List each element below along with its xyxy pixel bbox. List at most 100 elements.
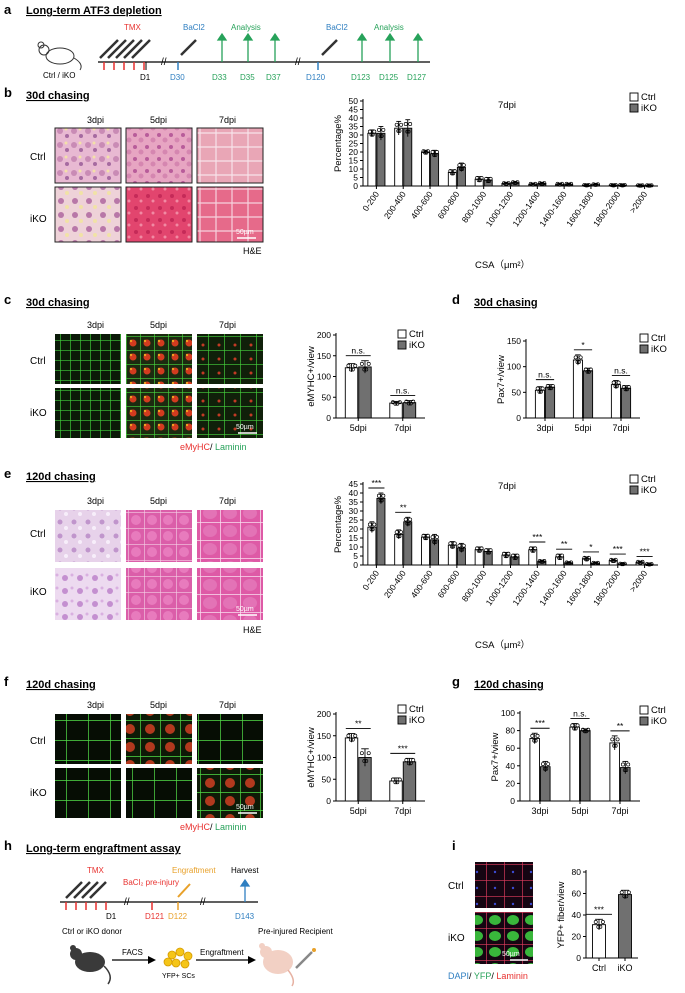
micrograph-he-iko-5dpi — [126, 568, 192, 620]
micrograph-if-iko-5dpi — [126, 768, 192, 818]
data-point — [485, 179, 490, 184]
significance-label: *** — [613, 544, 624, 554]
micrograph-if-ctrl-7dpi — [197, 714, 263, 764]
y-tick-label: 0 — [353, 181, 358, 191]
panel-g: g 120d chasing — [452, 674, 544, 691]
row-label-iko: iKO — [448, 933, 465, 944]
legend-label: iKO — [409, 340, 425, 351]
legend-swatch — [639, 705, 649, 715]
data-point — [584, 183, 588, 188]
data-point — [572, 726, 577, 731]
panel-letter-i: i — [452, 838, 456, 853]
y-axis-label: Pax7+/view — [490, 732, 501, 781]
y-tick-label: 200 — [317, 330, 331, 340]
data-point — [576, 360, 581, 364]
stain-red: Laminin — [496, 971, 528, 981]
micrograph-he-ctrl-5dpi — [125, 127, 193, 184]
data-point — [610, 559, 615, 564]
significance-label: n.s. — [614, 366, 628, 376]
data-point — [406, 129, 411, 134]
micrograph-if-ctrl-7dpi — [197, 334, 263, 384]
data-point — [370, 527, 375, 532]
data-point — [364, 367, 369, 372]
bar — [583, 370, 594, 419]
syringe-icon-recipient — [295, 951, 313, 969]
bar — [376, 497, 386, 566]
data-point — [406, 521, 411, 526]
x-tick-label: 800-1000 — [460, 568, 489, 603]
data-point — [573, 726, 578, 731]
data-point — [423, 536, 428, 541]
panel-a: a Long-term ATF3 depletion Ctrl / iKO TM… — [4, 2, 430, 82]
data-point — [583, 367, 588, 372]
data-point — [408, 517, 413, 522]
day-label-d30: D30 — [170, 73, 185, 82]
arrow-facs-head — [148, 956, 156, 964]
data-point — [452, 169, 457, 174]
data-point — [350, 737, 355, 742]
data-point — [612, 183, 617, 188]
data-point — [646, 183, 651, 188]
data-point — [397, 128, 402, 133]
significance-label: n.s. — [396, 386, 410, 396]
cells-label: YFP+ SCs — [162, 973, 195, 980]
analysis-arrows-2 — [356, 32, 424, 62]
data-point — [598, 924, 603, 929]
panel-e-title: 120d chasing — [26, 471, 96, 483]
data-point — [594, 182, 599, 187]
data-point — [488, 548, 493, 553]
data-point — [550, 383, 555, 388]
data-point — [430, 150, 435, 154]
data-point — [566, 561, 571, 566]
stain-sep: / — [210, 442, 215, 452]
col-label-5dpi: 5dpi — [150, 700, 167, 710]
x-tick-label: 3dpi — [531, 806, 548, 816]
data-point — [557, 556, 562, 560]
y-tick-label: 5 — [353, 551, 358, 561]
scale-bar-label: 50µm — [236, 229, 254, 236]
x-tick-label: 400-600 — [409, 189, 435, 221]
data-point — [457, 163, 462, 168]
bar — [569, 726, 580, 802]
y-tick-label: 40 — [572, 910, 582, 920]
micrograph-if-iko-5dpi — [126, 388, 192, 438]
col-label-3dpi: 3dpi — [87, 496, 104, 506]
data-point — [619, 890, 624, 895]
panel-letter-h: h — [4, 838, 12, 853]
data-point — [485, 550, 490, 555]
data-point — [573, 355, 578, 360]
panel-c-title: 30d chasing — [26, 297, 90, 309]
col-label-3dpi: 3dpi — [87, 700, 104, 710]
recipient-mouse-icon — [259, 943, 295, 987]
data-point — [476, 178, 481, 183]
bar — [358, 366, 372, 419]
data-point — [645, 562, 650, 567]
micrograph-he-iko-7dpi — [196, 186, 264, 243]
legend-swatch — [397, 340, 407, 350]
day-label-d127: D127 — [407, 73, 427, 82]
data-point — [397, 777, 402, 782]
data-point — [619, 183, 624, 188]
data-point — [575, 723, 580, 728]
row-label-ctrl: Ctrl — [30, 356, 46, 367]
data-point — [396, 128, 401, 133]
y-tick-label: 45 — [349, 105, 359, 115]
micrograph-he-iko-3dpi — [54, 186, 122, 243]
y-tick-label: 30 — [349, 506, 359, 516]
data-point — [390, 777, 395, 782]
panel-d-title: 30d chasing — [474, 297, 538, 309]
data-point — [585, 183, 590, 188]
data-point — [515, 553, 520, 558]
col-label-7dpi: 7dpi — [219, 320, 236, 330]
data-point — [640, 183, 645, 188]
data-point — [433, 153, 438, 158]
data-point — [540, 762, 545, 766]
day-label-d35: D35 — [240, 73, 255, 82]
chart-title: 7dpi — [498, 481, 516, 492]
data-point — [636, 183, 641, 188]
data-point — [393, 780, 398, 785]
bar — [403, 127, 413, 187]
legend-label: Ctrl — [651, 333, 666, 344]
data-point — [405, 521, 410, 526]
